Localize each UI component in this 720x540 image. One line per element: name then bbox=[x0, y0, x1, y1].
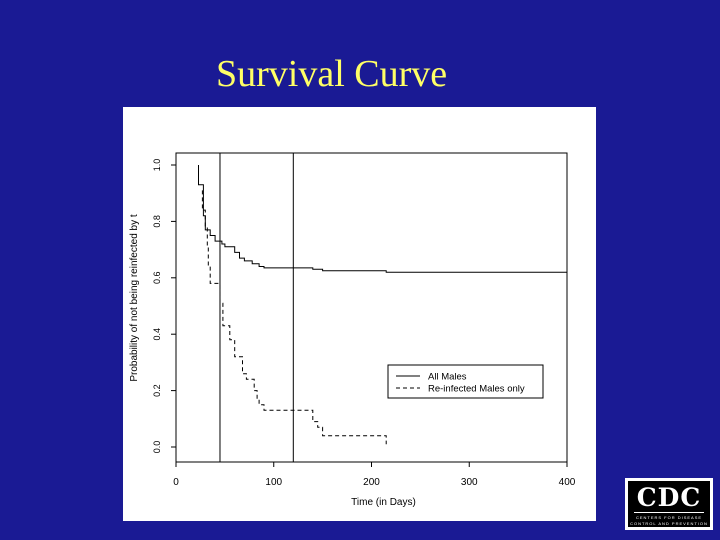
x-tick-label-2: 200 bbox=[363, 477, 380, 488]
y-tick-label-4: 0.8 bbox=[152, 215, 162, 228]
cdc-logo: CDC CENTERS FOR DISEASE CONTROL AND PREV… bbox=[625, 478, 713, 530]
series-line-2 bbox=[201, 190, 387, 445]
x-tick-label-4: 400 bbox=[559, 477, 576, 488]
x-tick-label-0: 0 bbox=[173, 477, 179, 488]
plot-frame bbox=[175, 152, 568, 463]
x-tick-label-1: 100 bbox=[265, 477, 282, 488]
x-axis-label: Time (in Days) bbox=[351, 497, 416, 508]
legend-label-1: All Males bbox=[428, 372, 467, 383]
y-tick-label-1: 0.2 bbox=[152, 384, 162, 397]
slide-title: Survival Curve bbox=[216, 53, 448, 95]
cdc-logo-text: CDC bbox=[636, 483, 702, 512]
cdc-logo-subtitle-1: CENTERS FOR DISEASE bbox=[635, 515, 703, 520]
cdc-logo-subtitle-2: CONTROL AND PREVENTION bbox=[630, 521, 708, 526]
y-axis-label: Probability of not being reinfected by t bbox=[129, 214, 140, 382]
cdc-logo-inner: CDC CENTERS FOR DISEASE CONTROL AND PREV… bbox=[628, 481, 710, 527]
y-tick-label-5: 1.0 bbox=[152, 159, 162, 172]
cdc-logo-rule bbox=[634, 512, 704, 513]
survival-chart: 0 100 200 300 400 0.0 0.2 0.4 0.6 0.8 1.0 Time (in … bbox=[129, 152, 576, 508]
chart-panel: 0 100 200 300 400 0.0 0.2 0.4 0.6 0.8 1.0 Time (in … bbox=[123, 107, 596, 521]
legend-box bbox=[387, 364, 544, 399]
x-tick-label-3: 300 bbox=[461, 477, 478, 488]
legend-label-2: Re-infected Males only bbox=[428, 384, 525, 395]
y-tick-label-3: 0.6 bbox=[152, 272, 162, 285]
series-line-1 bbox=[198, 165, 567, 273]
y-tick-label-2: 0.4 bbox=[152, 328, 162, 341]
y-tick-label-0: 0.0 bbox=[152, 441, 162, 454]
